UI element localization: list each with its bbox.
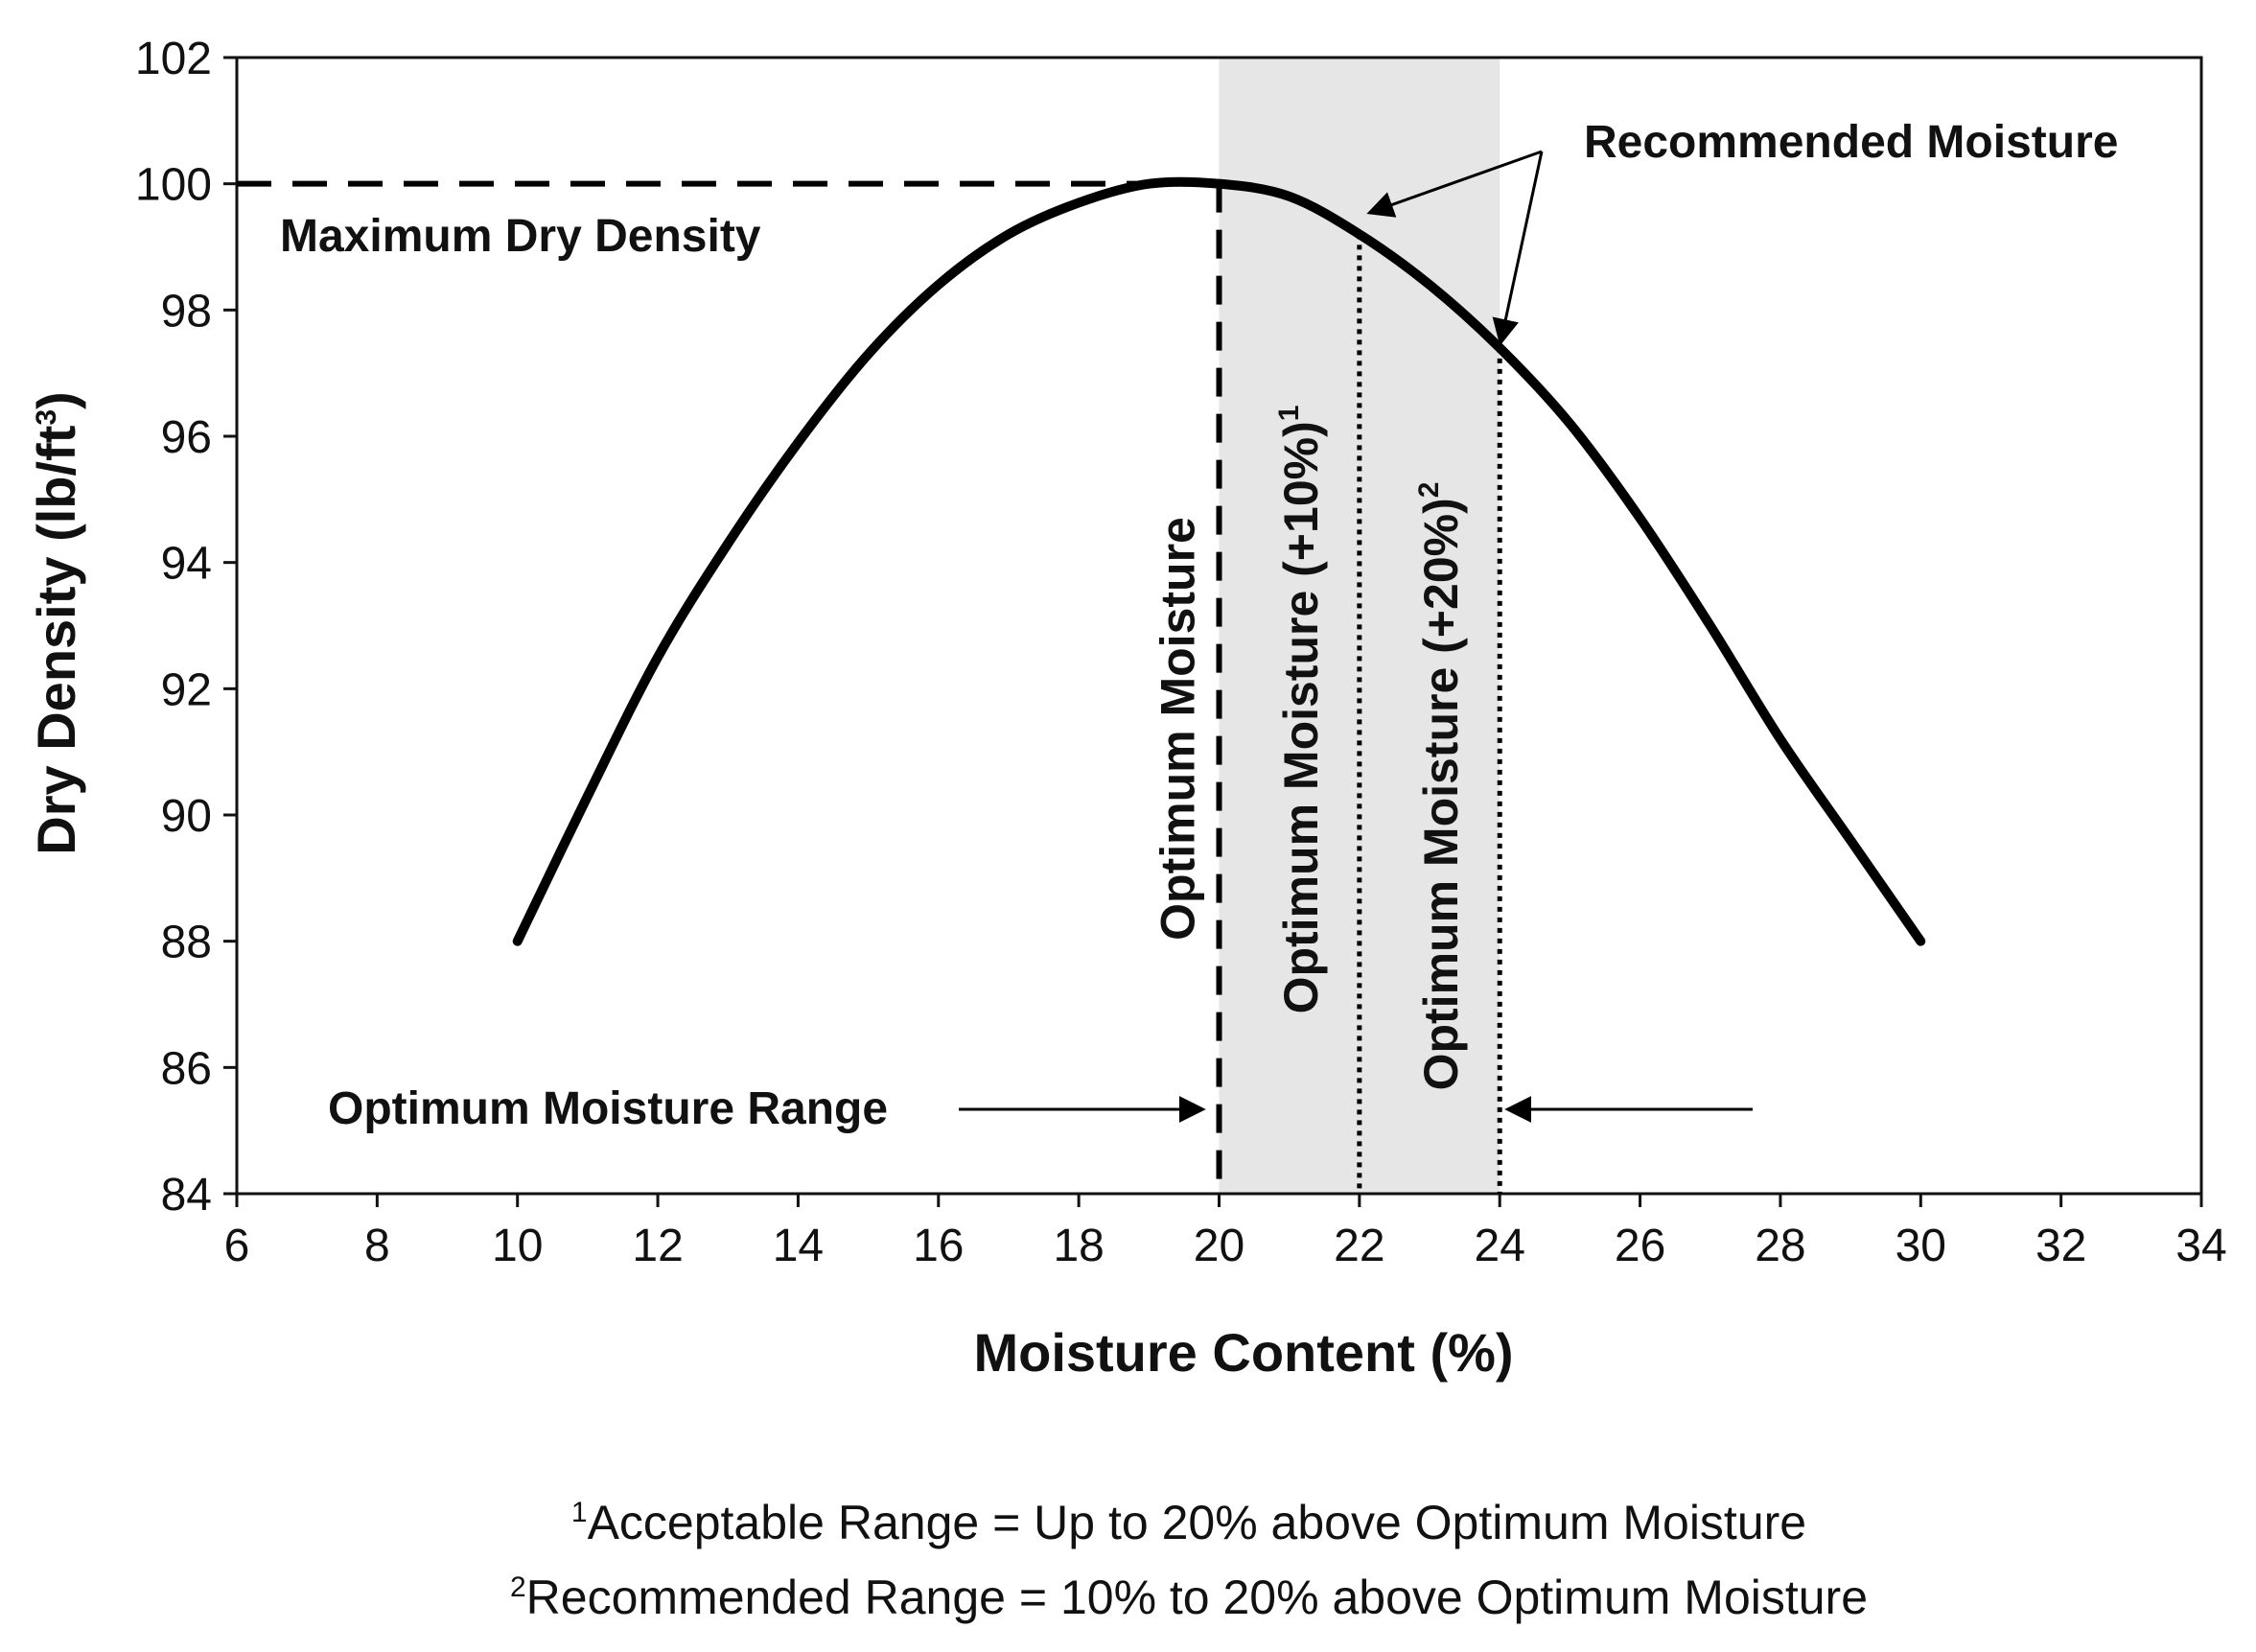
- recommended-arrow-1: [1366, 150, 1543, 218]
- recommended-arrow-2: [1492, 151, 1544, 346]
- footnote-1: 1Acceptable Range = Up to 20% above Opti…: [571, 1496, 1806, 1549]
- y-tick-label: 90: [161, 791, 212, 842]
- vline-label: Optimum Moisture (+10%)1: [1273, 406, 1328, 1014]
- y-tick-label: 96: [161, 412, 212, 463]
- x-axis-ticks: 6 8 10 12 14 16 18 20 22 24 26 28 30 32 34: [224, 1194, 2227, 1271]
- x-tick-label: 6: [224, 1221, 250, 1271]
- vline-label: Optimum Moisture: [1151, 517, 1205, 941]
- y-tick-label: 100: [135, 160, 212, 211]
- x-tick-label: 20: [1194, 1221, 1244, 1271]
- x-tick-label: 26: [1615, 1221, 1665, 1271]
- max-dry-density-label: Maximum Dry Density: [280, 211, 761, 262]
- y-tick-label: 98: [161, 286, 212, 337]
- y-axis-ticks: 84 86 88 90 92 94 96 98 100 102: [135, 34, 237, 1221]
- compaction-curve: [512, 176, 1926, 946]
- x-tick-label: 22: [1334, 1221, 1384, 1271]
- x-tick-label: 24: [1475, 1221, 1525, 1271]
- y-tick-label: 94: [161, 539, 212, 590]
- optimum-range-label: Optimum Moisture Range: [328, 1083, 888, 1134]
- x-tick-label: 32: [2035, 1221, 2086, 1271]
- x-tick-label: 12: [632, 1221, 683, 1271]
- vline-label: Optimum Moisture (+20%)2: [1413, 482, 1468, 1091]
- y-tick-label: 88: [161, 918, 212, 968]
- footnote-2: 2Recommended Range = 10% to 20% above Op…: [510, 1571, 1868, 1624]
- x-axis-title: Moisture Content (%): [973, 1322, 1513, 1383]
- y-tick-label: 102: [135, 34, 212, 84]
- x-tick-label: 28: [1755, 1221, 1805, 1271]
- y-tick-label: 92: [161, 664, 212, 715]
- y-tick-label: 84: [161, 1170, 212, 1221]
- x-tick-label: 16: [913, 1221, 964, 1271]
- x-tick-label: 14: [773, 1221, 824, 1271]
- y-axis-title: Dry Density (lb/ft3): [26, 391, 86, 854]
- x-tick-label: 34: [2175, 1221, 2226, 1271]
- recommended-moisture-label: Recommended Moisture: [1584, 117, 2118, 168]
- x-tick-label: 8: [364, 1221, 390, 1271]
- x-tick-label: 18: [1053, 1221, 1104, 1271]
- x-tick-label: 30: [1896, 1221, 1946, 1271]
- vertical-lines: Optimum Moisture Optimum Moisture (+10%)1…: [1151, 183, 1502, 1194]
- x-tick-label: 10: [492, 1221, 543, 1271]
- y-tick-label: 86: [161, 1043, 212, 1094]
